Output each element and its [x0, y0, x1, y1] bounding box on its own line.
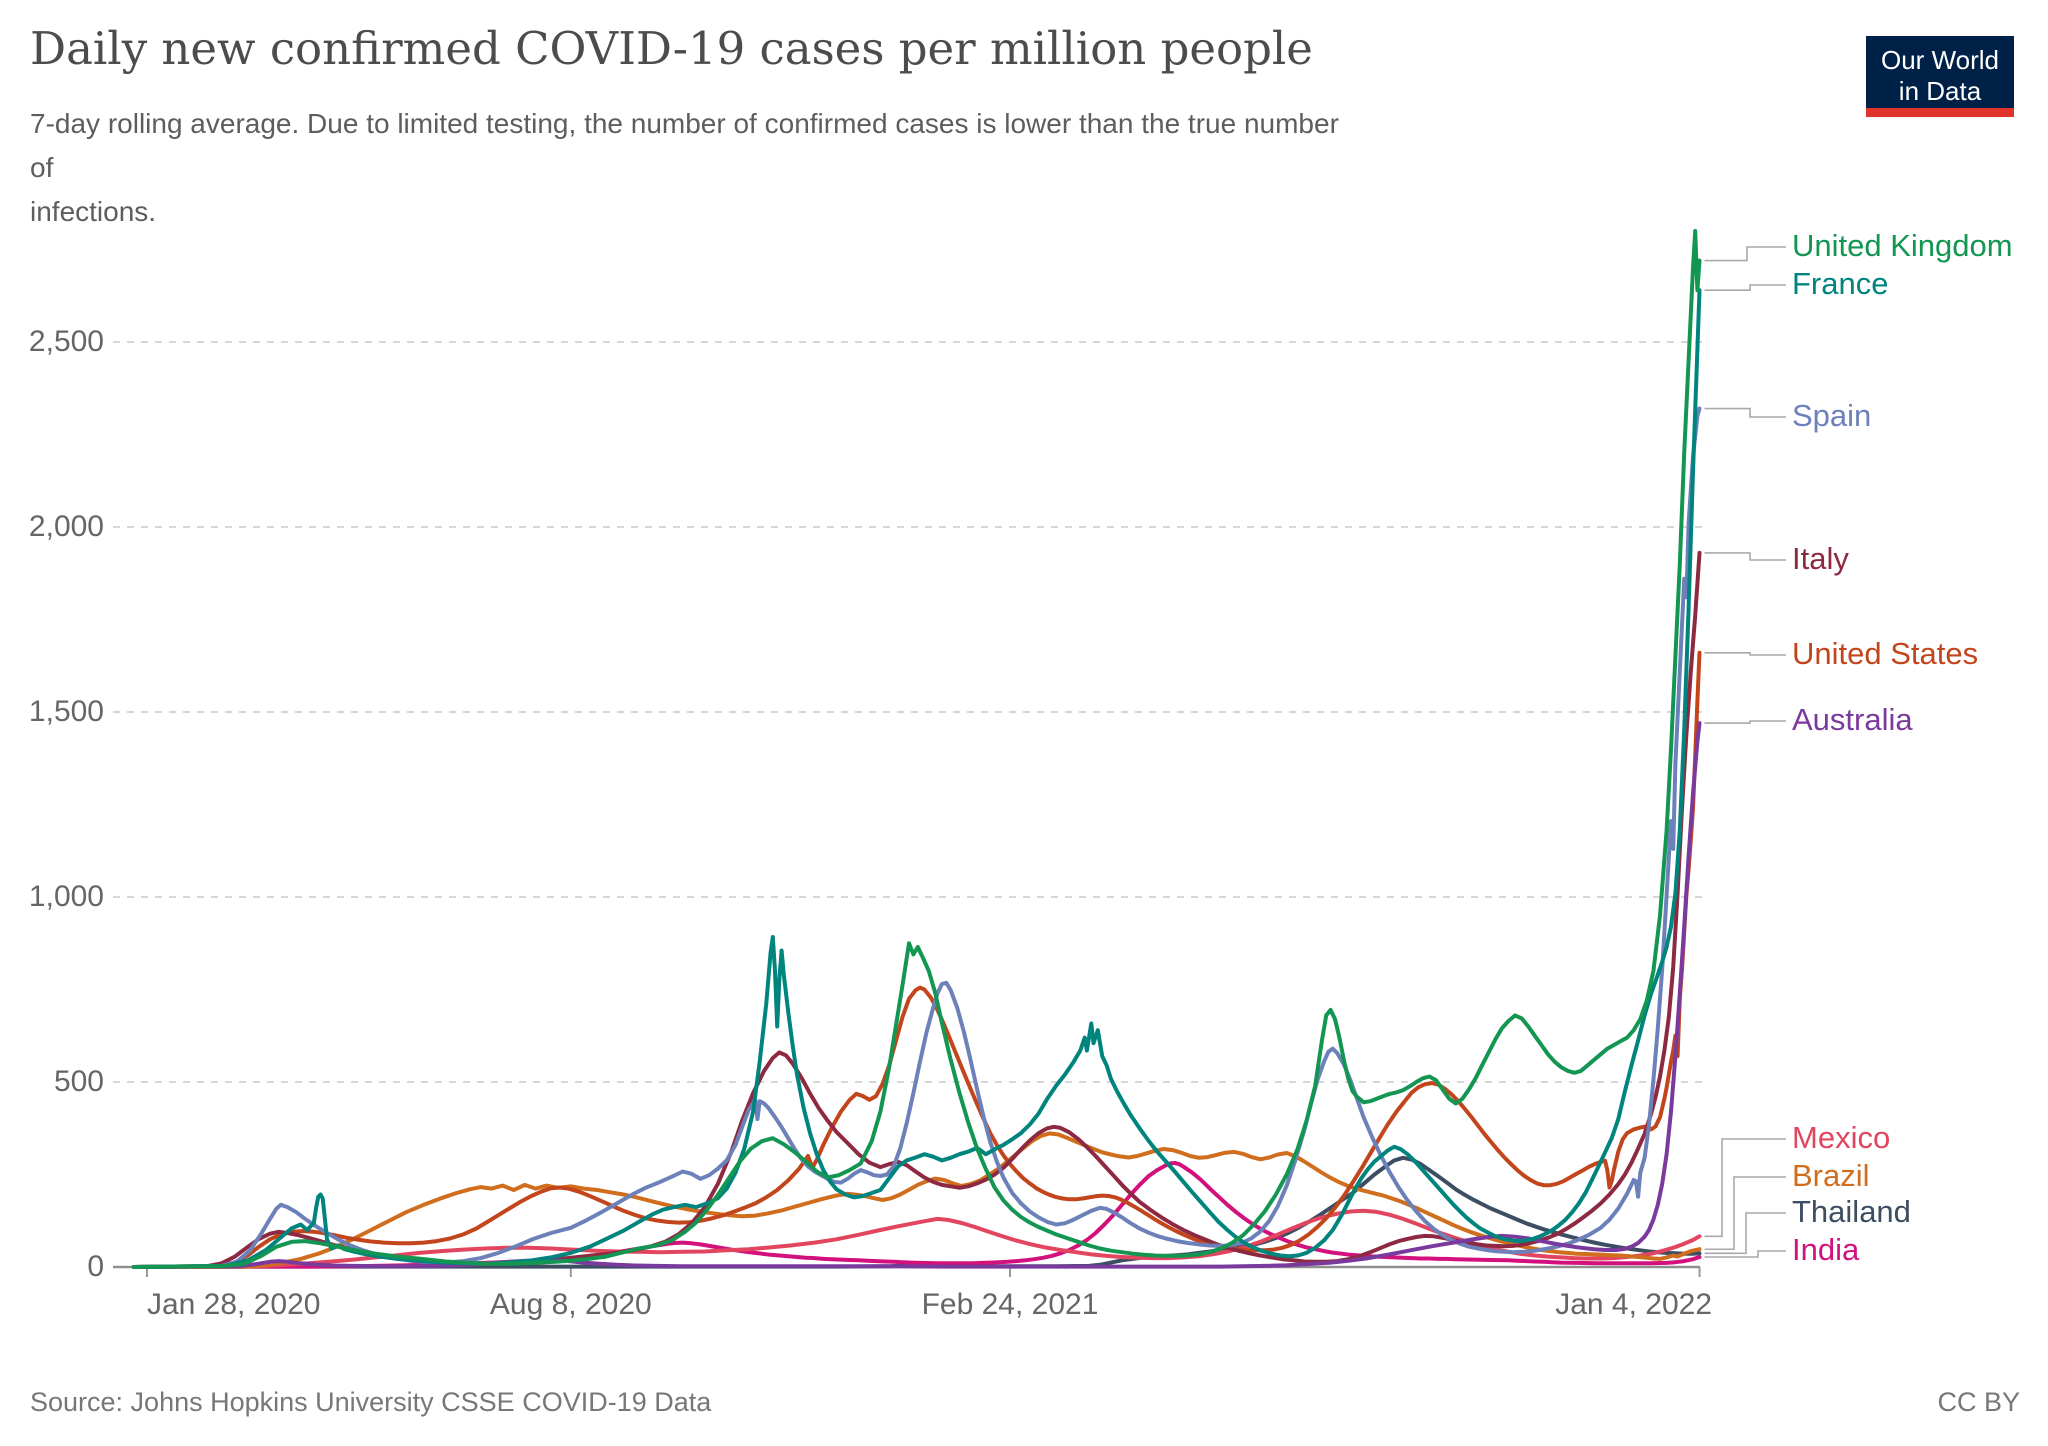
label-connector-india	[1704, 1250, 1786, 1258]
legend-label-thailand[interactable]: Thailand	[1792, 1194, 1911, 1229]
legend-label-mexico[interactable]: Mexico	[1792, 1120, 1891, 1155]
label-connector-australia	[1704, 720, 1786, 724]
owid-logo-text: Our World in Data	[1866, 45, 2014, 107]
legend-label-france[interactable]: France	[1792, 266, 1889, 301]
label-connector-united-states	[1704, 651, 1786, 656]
series-line-spain	[131, 406, 1702, 1269]
source-note: Source: Johns Hopkins University CSSE CO…	[30, 1387, 712, 1417]
x-tick-label-jan-28,-2020: Jan 28, 2020	[146, 1288, 321, 1321]
legend-label-united-kingdom[interactable]: United Kingdom	[1792, 228, 2013, 263]
y-tick-label-0: 0	[87, 1250, 104, 1283]
x-tick-label-jan-4,-2022: Jan 4, 2022	[1555, 1288, 1712, 1321]
series-line-mexico	[131, 1208, 1702, 1269]
label-connector-france	[1704, 284, 1786, 292]
owid-logo-line2: in Data	[1898, 76, 1982, 106]
series-line-brazil	[131, 1131, 1702, 1269]
series-line-france	[131, 288, 1702, 1269]
series-line-united-states	[131, 650, 1702, 1269]
chart-subtitle: 7-day rolling average. Due to limited te…	[30, 102, 1370, 234]
x-tick-label-feb-24,-2021: Feb 24, 2021	[921, 1288, 1099, 1321]
y-tick-label-2500: 2,500	[28, 325, 104, 358]
page-title: Daily new confirmed COVID-19 cases per m…	[30, 22, 1313, 75]
y-tick-label-500: 500	[53, 1065, 104, 1098]
y-tick-label-2000: 2,000	[28, 510, 104, 543]
series-line-united-kingdom	[131, 229, 1702, 1269]
legend-label-india[interactable]: India	[1792, 1232, 1860, 1267]
legend-label-italy[interactable]: Italy	[1792, 541, 1849, 576]
legend-label-united-states[interactable]: United States	[1792, 636, 1979, 671]
subtitle-line-2: infections.	[30, 196, 157, 227]
x-tick-label-aug-8,-2020: Aug 8, 2020	[489, 1288, 652, 1321]
y-tick-label-1500: 1,500	[28, 695, 104, 728]
legend-label-spain[interactable]: Spain	[1792, 398, 1872, 433]
owid-logo: Our World in Data	[1866, 36, 2014, 117]
license-note[interactable]: CC BY	[1937, 1387, 2020, 1417]
label-connector-italy	[1704, 552, 1786, 561]
y-tick-label-1000: 1,000	[28, 880, 104, 913]
owid-logo-redbar	[1866, 108, 2014, 117]
series-line-india	[131, 1161, 1702, 1269]
series-line-italy	[131, 550, 1702, 1269]
label-connector-thailand	[1704, 1212, 1786, 1255]
label-connector-brazil	[1704, 1176, 1786, 1251]
owid-logo-line1: Our World	[1881, 45, 1999, 75]
label-connector-spain	[1704, 407, 1786, 418]
label-connector-united-kingdom	[1704, 246, 1786, 262]
subtitle-line-1: 7-day rolling average. Due to limited te…	[30, 108, 1339, 183]
legend-label-brazil[interactable]: Brazil	[1792, 1158, 1870, 1193]
label-connector-mexico	[1704, 1138, 1786, 1238]
legend-label-australia[interactable]: Australia	[1792, 702, 1913, 737]
